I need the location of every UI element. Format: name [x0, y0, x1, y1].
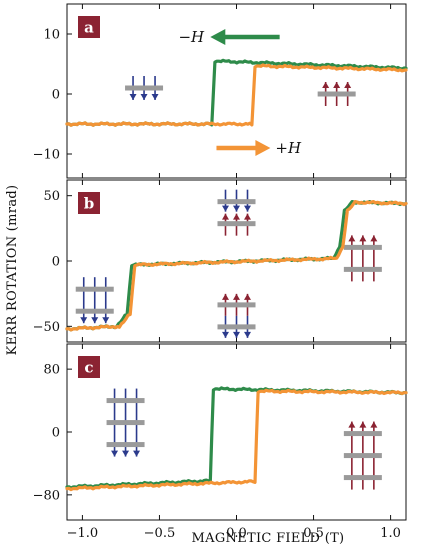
spin-arrowhead [333, 82, 341, 88]
magnetic-layer [217, 324, 256, 330]
spin-arrowhead [222, 293, 229, 300]
spin-arrowhead [111, 450, 119, 457]
spin-stack-up [317, 82, 356, 106]
magnetic-layer [75, 308, 114, 314]
panel-label-badge: b [78, 192, 100, 214]
y-tick-label: 0 [52, 88, 60, 103]
y-tick-label: −80 [33, 488, 60, 503]
y-tick-label: 0 [52, 426, 60, 441]
magnetic-layer [106, 398, 145, 404]
plus-h-label: +H [275, 139, 302, 157]
spin-arrowhead [233, 213, 240, 220]
spin-arrowhead [80, 317, 88, 324]
spin-arrowhead [344, 82, 352, 88]
spin-arrowhead [244, 213, 251, 220]
spin-arrowhead [222, 205, 229, 212]
y-tick-label: 10 [43, 28, 60, 43]
magnetic-layer [217, 199, 256, 205]
minus-h-annotation: −H [178, 28, 280, 46]
spin-arrowhead [348, 421, 356, 428]
series-line [65, 200, 408, 332]
spin-arrowhead [140, 94, 148, 100]
spin-stack-down-up [217, 189, 256, 236]
magnetic-layer [217, 302, 256, 308]
series-line [65, 63, 408, 127]
spin-arrowhead [222, 213, 229, 220]
spin-stack-up-down [217, 293, 256, 338]
spin-stack-down [106, 388, 145, 457]
spin-arrowhead [359, 235, 367, 242]
panel-b: −50 0 50 b [33, 179, 408, 343]
panel-a: −10 0 10 a −H +H [33, 3, 408, 179]
x-tick-label: 0.5 [303, 526, 324, 541]
magnetic-layer [343, 475, 382, 481]
y-tick-label: 50 [43, 189, 60, 204]
y-tick-label: 80 [43, 363, 60, 378]
magnetic-layer [343, 266, 382, 272]
spin-stack-up [343, 235, 382, 282]
spin-arrowhead [370, 235, 378, 242]
minus-h-label: −H [178, 28, 205, 46]
spin-arrowhead [244, 331, 251, 338]
spin-arrowhead [122, 450, 130, 457]
panel-letter: c [84, 359, 93, 377]
spin-arrowhead [129, 94, 137, 100]
x-tick-label: −0.5 [144, 526, 176, 541]
x-tick-label: −1.0 [67, 526, 99, 541]
series-line [65, 388, 408, 492]
magnetic-layer [317, 91, 356, 97]
spin-stack-down [125, 76, 164, 100]
spin-arrowhead [91, 317, 99, 324]
spin-arrowhead [233, 205, 240, 212]
magnetic-layer [106, 420, 145, 426]
magnetic-layer [217, 221, 256, 227]
panel-letter: a [84, 19, 94, 37]
spin-arrowhead [370, 421, 378, 428]
panel-c: −80 0 80 −1.0 −0.5 0.0 0.5 1.0 c [33, 343, 408, 541]
spin-arrowhead [233, 293, 240, 300]
magnetic-layer [106, 442, 145, 448]
x-tick-label: 1.0 [380, 526, 401, 541]
spin-arrowhead [133, 450, 141, 457]
spin-arrowhead [151, 94, 159, 100]
magnetic-layer [343, 453, 382, 459]
x-axis-title: MAGNETIC FIELD (T) [192, 531, 345, 546]
magnetic-layer [343, 431, 382, 437]
magnetic-layer [75, 286, 114, 292]
magnetic-layer [125, 85, 164, 91]
magnetic-layer [343, 244, 382, 250]
left-arrowhead [210, 29, 226, 45]
y-tick-label: 0 [52, 255, 60, 270]
spin-arrowhead [359, 421, 367, 428]
spin-arrowhead [322, 82, 330, 88]
x-tick-label: 0.0 [226, 526, 247, 541]
panel-letter: b [84, 195, 95, 213]
y-tick-label: −10 [33, 148, 60, 163]
panel-frame [66, 3, 407, 179]
y-axis-title: KERR ROTATION (mrad) [5, 185, 20, 356]
spin-arrowhead [348, 235, 356, 242]
spin-arrowhead [244, 205, 251, 212]
y-tick-label: −50 [33, 320, 60, 335]
spin-stack-down [75, 277, 114, 324]
right-arrowhead [255, 140, 271, 156]
spin-arrowhead [244, 293, 251, 300]
spin-arrowhead [222, 331, 229, 338]
panel-label-badge: c [78, 356, 100, 378]
spin-arrowhead [102, 317, 110, 324]
spin-stack-up [343, 421, 382, 490]
spin-arrowhead [233, 331, 240, 338]
panel-label-badge: a [78, 16, 100, 38]
plus-h-annotation: +H [216, 139, 302, 157]
